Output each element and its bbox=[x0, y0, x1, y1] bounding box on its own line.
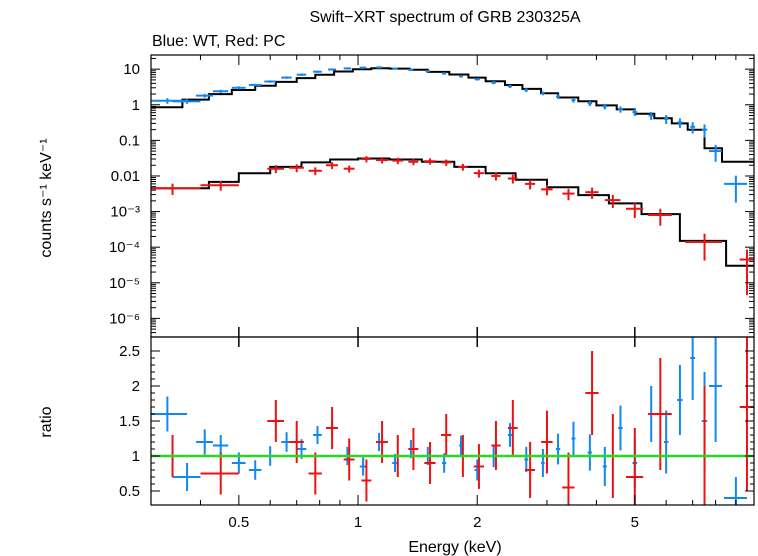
y-tick-label: 0.01 bbox=[111, 168, 140, 185]
y-tick-label: 0.1 bbox=[119, 132, 140, 149]
x-tick-label: 1 bbox=[354, 514, 362, 531]
bottom-y-axis-label: ratio bbox=[38, 406, 55, 437]
chart-subtitle: Blue: WT, Red: PC bbox=[152, 33, 285, 50]
top-y-axis-label: counts s⁻¹ keV⁻¹ bbox=[38, 138, 55, 257]
spectrum-panel: 10 1 0.1 0.01 10⁻³ 10⁻⁴ 10⁻⁵ 10⁻⁶ bbox=[109, 54, 755, 347]
ratio-y-tick-label: 1 bbox=[132, 448, 140, 465]
y-tick-label: 10⁻³ bbox=[110, 204, 140, 221]
model-line-wt bbox=[151, 67, 754, 163]
ratio-y-tick-label: 2.5 bbox=[119, 343, 140, 360]
y-tick-label: 10⁻⁴ bbox=[109, 239, 140, 256]
chart-title: Swift−XRT spectrum of GRB 230325A bbox=[309, 9, 580, 26]
y-tick-label: 10 bbox=[123, 61, 140, 78]
model-line-pc bbox=[151, 157, 754, 267]
ratio-y-tick-label: 1.5 bbox=[119, 413, 140, 430]
y-tick-label: 1 bbox=[132, 97, 140, 114]
spectrum-plot-frame bbox=[150, 54, 755, 338]
ratio-plot-frame bbox=[150, 336, 755, 506]
ratio-y-tick-label: 0.5 bbox=[119, 483, 140, 500]
x-tick-label: 5 bbox=[631, 514, 639, 531]
y-tick-label: 10⁻⁶ bbox=[109, 310, 140, 327]
x-axis-label: Energy (keV) bbox=[408, 539, 501, 556]
x-tick-label: 0.5 bbox=[228, 514, 249, 531]
x-tick-label: 2 bbox=[473, 514, 481, 531]
y-tick-label: 10⁻⁵ bbox=[109, 275, 140, 292]
ratio-panel: 2.5 2 1.5 1 0.5 0.5 1 2 5 bbox=[119, 55, 755, 531]
ratio-y-tick-label: 2 bbox=[132, 378, 140, 395]
